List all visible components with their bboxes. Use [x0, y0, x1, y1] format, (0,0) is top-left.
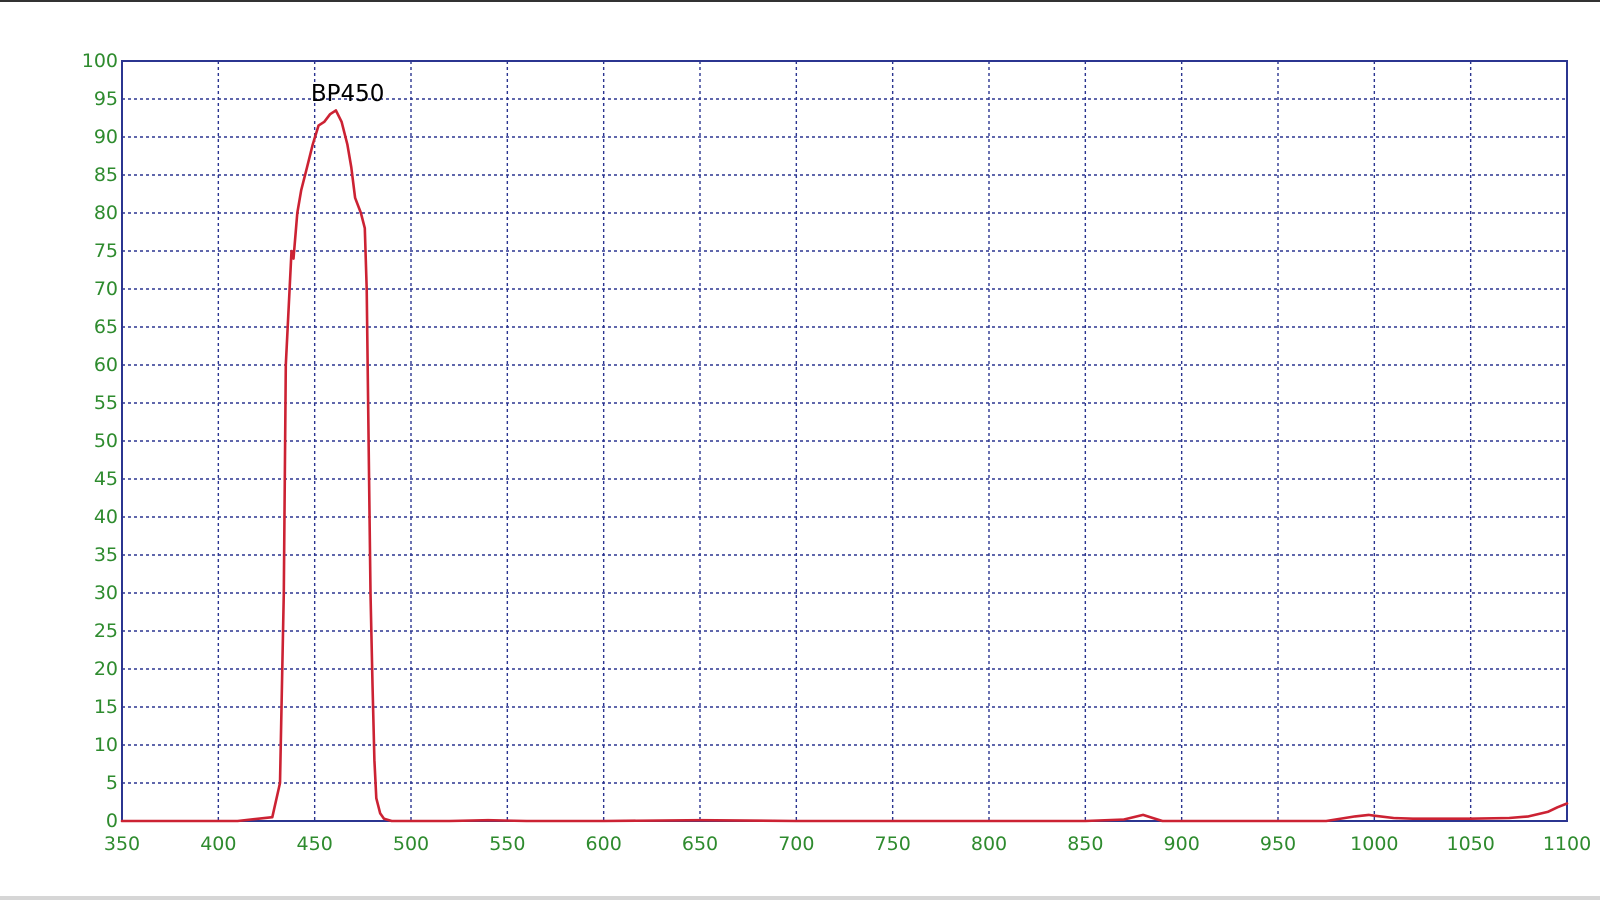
y-tick-label: 10: [94, 734, 118, 756]
x-tick-label: 1000: [1350, 833, 1398, 855]
y-tick-label: 55: [94, 392, 118, 414]
y-tick-label: 100: [82, 50, 118, 72]
y-tick-label: 50: [94, 430, 118, 452]
annotation-layer: BP450: [311, 81, 385, 107]
x-tick-label: 900: [1164, 833, 1200, 855]
x-tick-label: 750: [875, 833, 911, 855]
y-tick-label: 60: [94, 354, 118, 376]
series-layer: [120, 109, 1569, 823]
x-tick-label: 850: [1067, 833, 1103, 855]
x-tick-label: 950: [1260, 833, 1296, 855]
y-tick-label: 75: [94, 240, 118, 262]
y-tick-label: 30: [94, 582, 118, 604]
x-tick-label: 500: [393, 833, 429, 855]
x-tick-label: 1050: [1446, 833, 1494, 855]
y-tick-label: 20: [94, 658, 118, 680]
x-tick-label: 800: [971, 833, 1007, 855]
x-tick-label: 550: [489, 833, 525, 855]
y-tick-label: 70: [94, 278, 118, 300]
x-tick-label: 600: [586, 833, 622, 855]
y-tick-label: 90: [94, 126, 118, 148]
x-tick-label: 650: [682, 833, 718, 855]
y-tick-label: 35: [94, 544, 118, 566]
x-tick-label: 1100: [1543, 833, 1591, 855]
series-line-1: [120, 109, 1569, 823]
y-tick-label: 0: [106, 810, 118, 832]
y-tick-label: 25: [94, 620, 118, 642]
x-tick-label: 700: [778, 833, 814, 855]
x-tick-label: 400: [200, 833, 236, 855]
y-tick-label: 95: [94, 88, 118, 110]
y-axis-tick-labels: 0 5 10 15 20 25 30 35 40 45 50 55 60 65 70 75 80 85 90 95 10…: [82, 50, 118, 832]
series-annotation-label: BP450: [311, 81, 385, 107]
y-tick-label: 15: [94, 696, 118, 718]
y-tick-label: 65: [94, 316, 118, 338]
bottom-border: [0, 896, 1600, 900]
x-tick-label: 450: [297, 833, 333, 855]
y-tick-label: 85: [94, 164, 118, 186]
x-axis-tick-labels: 350 400 450 500 550 600 650 700 750 800 850 900 950 1…: [104, 833, 1591, 855]
y-tick-label: 80: [94, 202, 118, 224]
grid: [122, 60, 1567, 821]
y-tick-label: 45: [94, 468, 118, 490]
top-border: [0, 0, 1600, 2]
y-tick-label: 40: [94, 506, 118, 528]
x-tick-label: 350: [104, 833, 140, 855]
y-tick-label: 5: [106, 772, 118, 794]
